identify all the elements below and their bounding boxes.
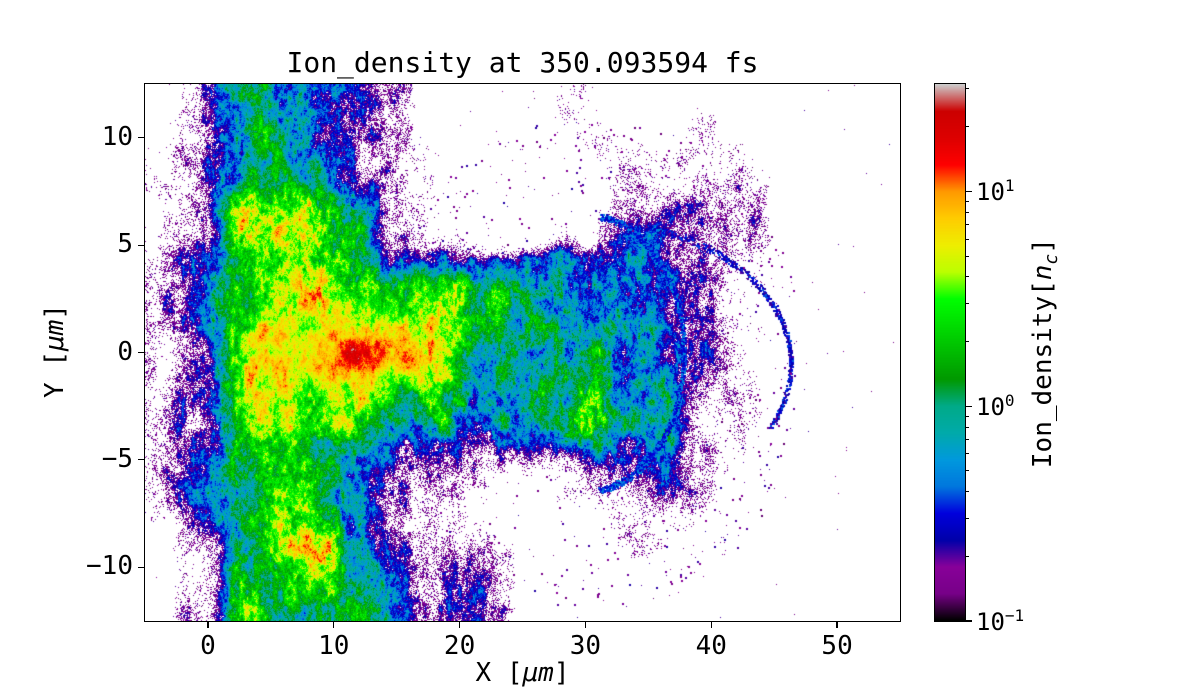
y-tick-mark (138, 566, 145, 568)
heatmap-canvas (145, 84, 900, 621)
colorbar-minor-tick-mark (965, 518, 969, 519)
x-tick-mark (836, 621, 838, 628)
colorbar-label-suffix: ] (1027, 238, 1058, 254)
colorbar-minor-tick-mark (965, 438, 969, 440)
colorbar-minor-tick-mark (965, 470, 969, 472)
colorbar-minor-tick-mark (965, 415, 969, 417)
y-tick-mark (138, 137, 145, 139)
colorbar-tick-mark (965, 405, 972, 407)
y-tick-mark (138, 244, 145, 246)
colorbar-label-text: Ion_density[ (1027, 280, 1058, 469)
colorbar-minor-tick-mark (965, 453, 969, 455)
y-tick-label: 5 (117, 229, 133, 260)
x-tick-mark (458, 621, 461, 628)
y-tick-mark (138, 351, 145, 354)
x-tick-mark (207, 621, 209, 628)
colorbar-tick-label: 101 (976, 176, 1015, 207)
colorbar-minor-tick-mark (965, 276, 969, 278)
chart-title: Ion_density at 350.093594 fs (286, 46, 759, 79)
y-axis-label-suffix: ] (40, 304, 70, 320)
x-tick-mark (333, 621, 335, 628)
x-tick-label: 40 (695, 631, 727, 661)
colorbar-label: Ion_density[nc] (1028, 53, 1062, 653)
colorbar-tick-mark (965, 190, 972, 192)
colorbar-label-symbol: n (1027, 264, 1058, 281)
y-tick-label: −10 (86, 551, 133, 582)
colorbar-minor-tick-mark (965, 211, 969, 213)
colorbar-minor-tick-mark (965, 341, 969, 343)
colorbar-minor-tick-mark (965, 126, 969, 128)
colorbar-tick-label: 100 (976, 391, 1015, 422)
y-tick-label: 0 (117, 336, 133, 367)
colorbar-minor-tick-mark (965, 303, 969, 305)
x-tick-label: 50 (821, 631, 853, 661)
x-tick-label: 30 (569, 631, 602, 661)
colorbar-minor-tick-mark (965, 224, 969, 226)
x-axis-label-suffix: ] (553, 658, 570, 688)
x-tick-mark (584, 621, 586, 628)
colorbar-label-subscript: c (1041, 253, 1063, 265)
colorbar-minor-tick-mark (965, 200, 969, 202)
colorbar-minor-tick-mark (965, 426, 969, 428)
colorbar-minor-tick-mark (965, 491, 969, 493)
colorbar-minor-tick-mark (965, 238, 969, 240)
x-tick-label: 10 (318, 631, 350, 661)
x-axis-label-unit: μm (522, 658, 554, 688)
colorbar-tick-label: 10−1 (976, 606, 1025, 636)
colorbar-minor-tick-mark (965, 255, 969, 257)
y-tick-label: 10 (101, 121, 133, 152)
colorbar-tick-mark (965, 620, 972, 622)
x-tick-label: 0 (200, 631, 216, 661)
x-axis-label: X [μm] (145, 658, 900, 688)
colorbar-minor-tick-mark (965, 555, 969, 557)
colorbar-canvas (935, 84, 965, 621)
x-tick-mark (710, 621, 712, 628)
x-tick-label: 20 (443, 631, 476, 661)
y-tick-mark (138, 459, 145, 461)
y-tick-label: −5 (101, 443, 133, 474)
colorbar-minor-tick-mark (965, 88, 969, 90)
x-axis-label-text: X [ (475, 658, 523, 688)
